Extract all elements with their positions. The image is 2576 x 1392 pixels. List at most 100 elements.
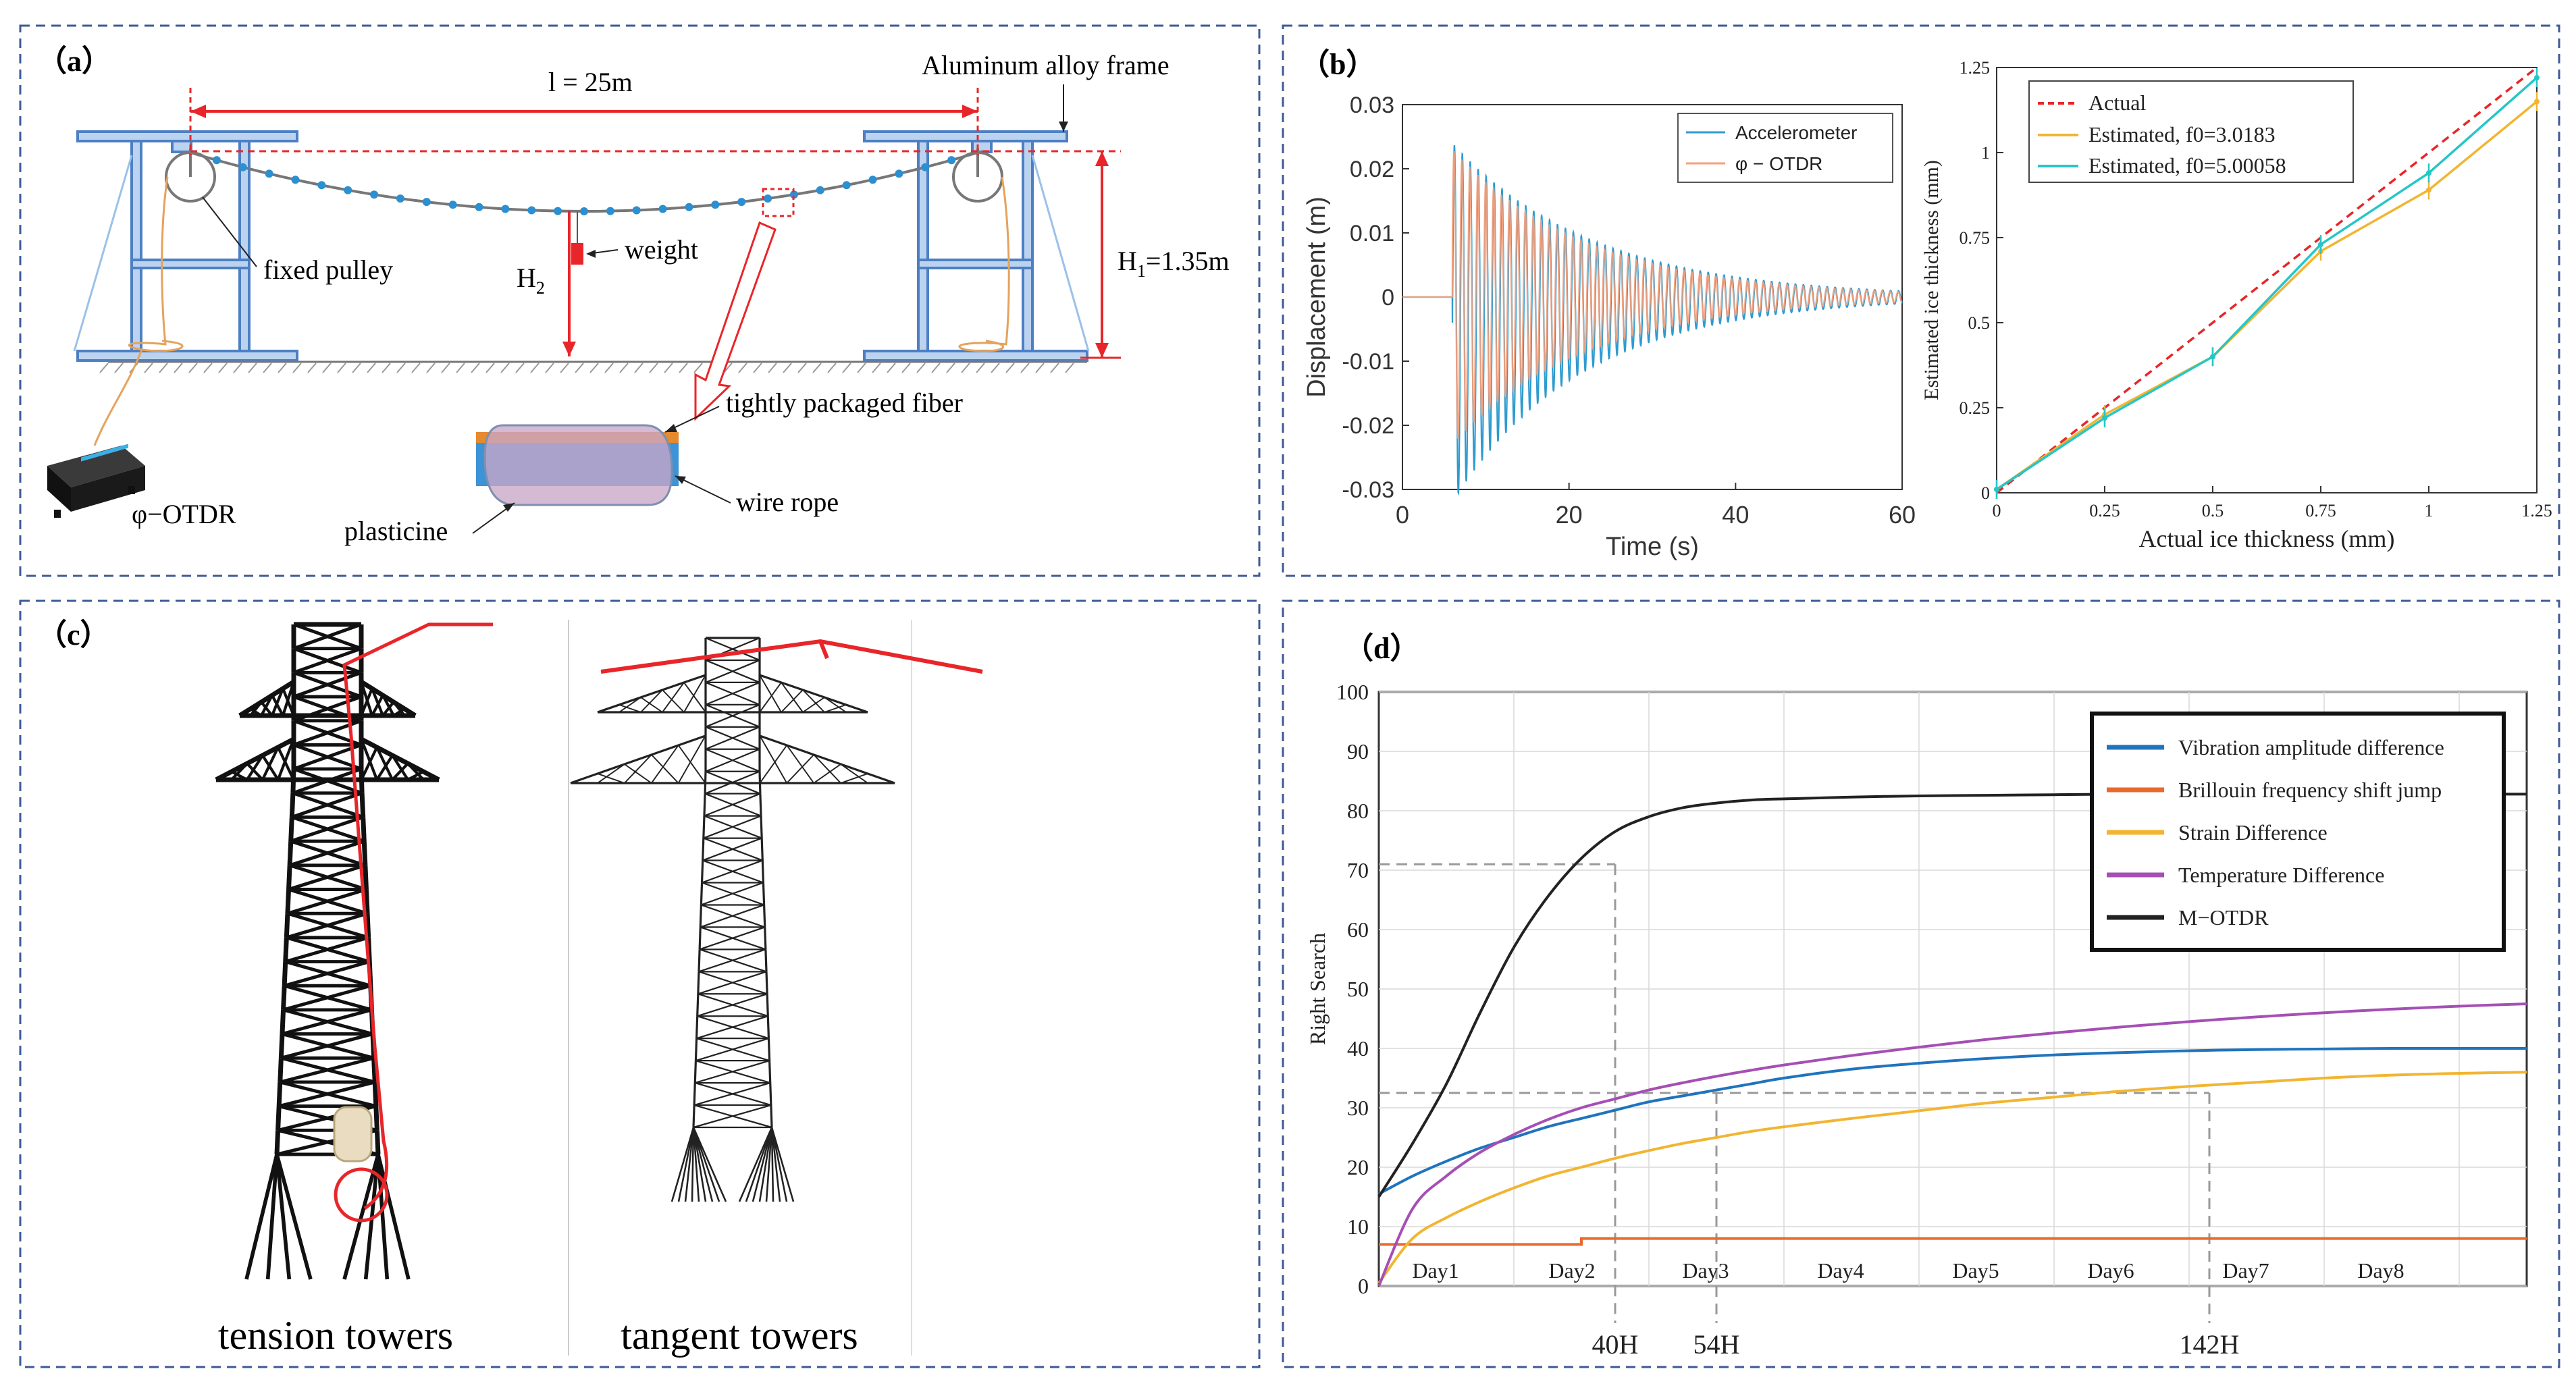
left-aluminum-frame [73,130,298,362]
tower-member [361,817,367,842]
panel-d-frame [1282,599,2560,1368]
tower-member [700,882,704,905]
tower-member [752,1127,773,1202]
tower-member [230,762,248,781]
tower-member [285,889,292,914]
tower-member [280,1009,286,1034]
fiber-cross-section [476,424,679,506]
tower-member [813,754,841,784]
rope-bead [842,181,851,190]
tower-member [786,745,814,784]
ground-hatch-mark [233,363,242,373]
tower-member [705,659,760,683]
tower-member [765,971,768,994]
tower-member [275,1106,282,1131]
tower-member [274,1130,281,1155]
rope-bead [737,198,746,207]
tower-member [786,754,814,784]
tower-member [762,905,766,928]
tower-member [391,762,409,781]
ground-hatch-mark [471,363,480,373]
tower-member [758,1127,773,1202]
tower-member [770,1104,773,1128]
rope-bead [580,207,588,215]
tower-member [619,697,641,713]
tower-member [692,1127,707,1202]
tower-member [360,739,379,780]
ground-hatch-mark [99,363,109,373]
tower-member [265,1154,279,1280]
ground-hatch-mark [411,363,421,373]
ground-hatch-mark [768,363,777,373]
rope-bead [448,200,457,209]
tower-member [372,1081,379,1106]
plasticine-label: plasticine [344,516,448,546]
tower-member [684,1127,695,1202]
tower-member [697,993,768,1017]
ground-hatch-mark [679,363,688,373]
tower-member [764,927,767,950]
tower-member [382,695,395,716]
b2-x-tick-label: 0.75 [2305,501,2336,520]
right-aluminum-frame [863,130,1090,362]
tower-member [360,688,373,716]
b2-y-tick-label: 0 [1981,483,1990,503]
d-y-tick-label: 60 [1347,917,1369,942]
tower-member [705,726,760,750]
tower-member [359,793,366,818]
ground-hatch-mark [456,363,465,373]
tower-member [662,682,685,713]
tower-member [375,747,394,780]
panel-d: （d） 0 10 20 30 40 50 60 70 80 90 100 Day1 Day2 Day3 Da… [1305,632,2528,1360]
tower-member [278,1058,284,1083]
otdr-device [47,444,145,518]
tower-member [759,793,762,816]
d-series-0 [1378,1046,2527,1196]
b2-y-tick-label: 0.5 [1968,313,1991,333]
ground-hatch-mark [887,363,896,373]
tower-member [703,815,762,839]
ground-hatch-mark [203,363,213,373]
b2-series-0 [1995,66,2538,494]
tower-member [770,1127,795,1202]
tower-member [702,838,705,861]
tower-member [406,762,425,781]
tower-member [840,764,868,784]
ground-hatch-mark [248,363,257,373]
tower-member [824,697,847,713]
ground-hatch-mark [560,363,569,373]
d-y-tick-label: 70 [1347,858,1369,882]
tower-member [282,688,295,716]
rope-bead [554,207,562,215]
panel-b: （b） 0 20 40 60 0.03 0.02 0.01 0 -0.01 -0.02 -0.03 … [1300,48,2552,561]
tower-member [246,762,264,781]
ground-hatch-mark [396,363,406,373]
chart-b1-xlabel: Time (s) [1606,533,1699,561]
tower-member [289,793,296,818]
tower-member [677,745,706,784]
ground-hatch-mark [931,363,941,373]
d-y-tick-label: 20 [1347,1155,1369,1179]
tower-member [293,743,362,771]
b2-point-2 [1994,486,1999,492]
tower-member [693,1082,771,1106]
b2-y-tick-label: 0.75 [1960,228,1991,248]
zoom-region-box [762,188,795,217]
b2-point-1 [2426,187,2432,193]
b2-series-1 [1996,101,2538,491]
ground-hatch-mark [322,363,332,373]
panel-c-frame [19,599,1261,1368]
ground-hatch-mark [545,363,554,373]
tension-label: tension towers [218,1313,453,1358]
b2-x-tick-label: 1.25 [2521,501,2552,520]
tower-member [694,1038,698,1061]
ground-hatch-mark [604,363,614,373]
ground-hatch-mark [1035,363,1045,373]
tower-member [693,1083,696,1106]
tower-member [597,764,625,784]
ground-hatch-mark [218,363,228,373]
d-y-tick-label: 10 [1347,1214,1369,1239]
tower-member [371,688,384,716]
chart-displacement: 0 20 40 60 0.03 0.02 0.01 0 -0.01 -0.02 -0.03 Time… [1303,92,1916,561]
chart-b1-legend: Accelerometer φ − OTDR [1677,113,1893,183]
